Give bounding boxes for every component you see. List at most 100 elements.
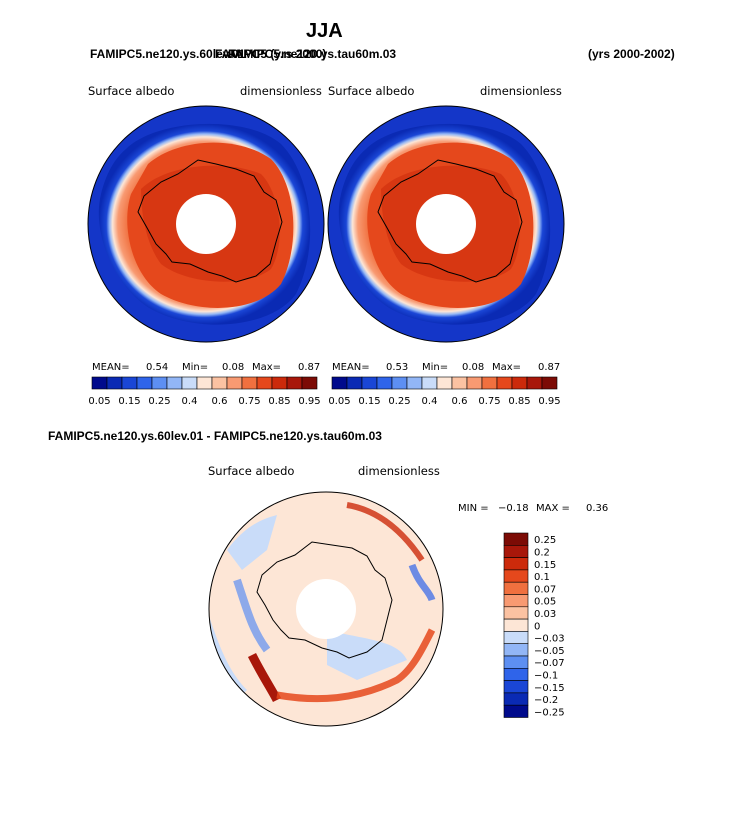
panel1-max-label: Max= xyxy=(252,362,282,373)
albedo-map-left xyxy=(87,105,325,343)
colorbar-tick-label: −0.2 xyxy=(534,695,558,706)
colorbar-swatch xyxy=(466,376,483,390)
colorbar-swatch xyxy=(166,376,183,390)
colorbar-swatch xyxy=(511,376,528,390)
colorbar-swatch xyxy=(151,376,168,390)
diff-variable-label: Surface albedo xyxy=(208,464,295,478)
colorbar-swatch xyxy=(503,655,529,669)
colorbar-swatch xyxy=(503,668,529,681)
colorbar-tick-label: 0 xyxy=(534,621,540,632)
colorbar-tick-label: 0.4 xyxy=(182,396,198,407)
colorbar-tick-label: 0.15 xyxy=(534,560,556,571)
years-header: (yrs 2000-2002) xyxy=(588,47,675,61)
colorbar-tick-label: 0.05 xyxy=(328,396,350,407)
colorbar-swatch xyxy=(541,376,558,390)
colorbar-tick-label: 0.95 xyxy=(538,396,560,407)
colorbar-tick-label: 0.05 xyxy=(534,597,556,608)
colorbar-swatch xyxy=(503,569,529,583)
panel2-mean-label: MEAN= xyxy=(332,362,370,373)
colorbar-tick-label: −0.1 xyxy=(534,670,558,681)
colorbar-tick-label: −0.07 xyxy=(534,658,565,669)
colorbar-swatch xyxy=(503,631,529,645)
colorbar-tick-label: 0.6 xyxy=(212,396,228,407)
colorbar-tick-label: 0.75 xyxy=(478,396,500,407)
diff-max-label: MAX = xyxy=(536,503,570,514)
colorbar-swatch xyxy=(256,376,273,390)
panel2-max-value: 0.87 xyxy=(538,362,561,373)
colorbar-tick-label: 0.25 xyxy=(388,396,410,407)
colorbar-tick-label: −0.25 xyxy=(534,707,565,718)
antarctica-coastline xyxy=(137,159,283,283)
panel2-max-label: Max= xyxy=(492,362,522,373)
colorbar-swatch xyxy=(211,376,228,390)
colorbar-tick-label: 0.85 xyxy=(268,396,290,407)
colorbar-swatch xyxy=(503,532,529,546)
colorbar-tick-label: 0.1 xyxy=(534,572,550,583)
colorbar-swatch xyxy=(496,376,513,390)
colorbar-swatch xyxy=(503,704,529,718)
case-header-left: FAMIPC5.ne120.ys.60lev.01 xyxy=(90,47,246,61)
colorbar-swatch xyxy=(91,376,108,390)
colorbar-swatch xyxy=(503,594,529,608)
diff-min-value: −0.18 xyxy=(498,503,529,514)
colorbar-tick-label: 0.25 xyxy=(534,535,556,546)
colorbar-swatch xyxy=(503,545,529,558)
colorbar-swatch xyxy=(451,376,468,390)
colorbar-swatch xyxy=(503,606,529,620)
colorbar-swatch xyxy=(121,376,138,390)
panel2-mean-value: 0.53 xyxy=(386,362,409,373)
colorbar-tick-label: 0.95 xyxy=(298,396,320,407)
panel1-mean-label: MEAN= xyxy=(92,362,130,373)
colorbar-swatch xyxy=(503,680,529,694)
colorbar-swatch xyxy=(286,376,303,390)
colorbar-tick-label: −0.03 xyxy=(534,634,565,645)
panel1-variable-label: Surface albedo xyxy=(88,84,175,98)
colorbar-swatch xyxy=(271,376,288,390)
colorbar-tick-label: −0.05 xyxy=(534,646,565,657)
colorbar-swatch xyxy=(331,376,348,390)
colorbar-tick-label: 0.2 xyxy=(534,547,550,558)
diff-max-value: 0.36 xyxy=(586,503,609,514)
panel1-units-label: dimensionless xyxy=(240,84,322,98)
colorbar-swatch xyxy=(241,376,258,390)
colorbar-tick-label: −0.15 xyxy=(534,683,565,694)
panel1-mean-value: 0.54 xyxy=(146,362,169,373)
colorbar-swatch xyxy=(526,376,543,390)
antarctica-coastline xyxy=(256,541,393,659)
colorbar-tick-label: 0.03 xyxy=(534,609,556,620)
colorbar-right: 0.05 0.15 0.25 0.4 0.6 0.75 0.85 0.95 xyxy=(328,376,561,407)
case-header-overlap: FAMIPC5 (yrs 2000) xyxy=(215,47,327,61)
colorbar-swatch xyxy=(436,376,453,390)
albedo-map-right xyxy=(327,105,565,343)
case-header-mid: FAMIPC5.ne120.ys.tau60m.03 xyxy=(228,47,397,61)
panel2-min-value: 0.08 xyxy=(462,362,485,373)
colorbar-tick-label: 0.07 xyxy=(534,584,556,595)
diff-units-label: dimensionless xyxy=(358,464,440,478)
colorbar-swatch xyxy=(181,376,198,390)
antarctica-coastline xyxy=(377,159,523,283)
colorbar-tick-label: 0.15 xyxy=(358,396,380,407)
colorbar-tick-label: 0.6 xyxy=(452,396,468,407)
colorbar-tick-label: 0.05 xyxy=(88,396,110,407)
colorbar-swatch xyxy=(391,376,408,390)
colorbar-tick-label: 0.85 xyxy=(508,396,530,407)
colorbar-swatch xyxy=(361,376,378,390)
colorbar-swatch xyxy=(226,376,243,390)
season-title: JJA xyxy=(306,20,343,42)
colorbar-swatch xyxy=(503,557,529,571)
colorbar-tick-label: 0.4 xyxy=(422,396,438,407)
colorbar-tick-label: 0.75 xyxy=(238,396,260,407)
diff-min-label: MIN = xyxy=(458,503,489,514)
panel2-variable-label: Surface albedo xyxy=(328,84,415,98)
colorbar-swatch xyxy=(406,376,423,390)
panel1-min-value: 0.08 xyxy=(222,362,245,373)
panel2-min-label: Min= xyxy=(422,362,449,373)
colorbar-swatch xyxy=(301,376,318,390)
colorbar-swatch xyxy=(503,581,529,595)
colorbar-swatch xyxy=(503,692,529,706)
colorbar-tick-label: 0.15 xyxy=(118,396,140,407)
panel2-units-label: dimensionless xyxy=(480,84,562,98)
colorbar-swatch xyxy=(421,376,438,390)
colorbar-tick-label: 0.25 xyxy=(148,396,170,407)
colorbar-swatch xyxy=(106,376,123,390)
